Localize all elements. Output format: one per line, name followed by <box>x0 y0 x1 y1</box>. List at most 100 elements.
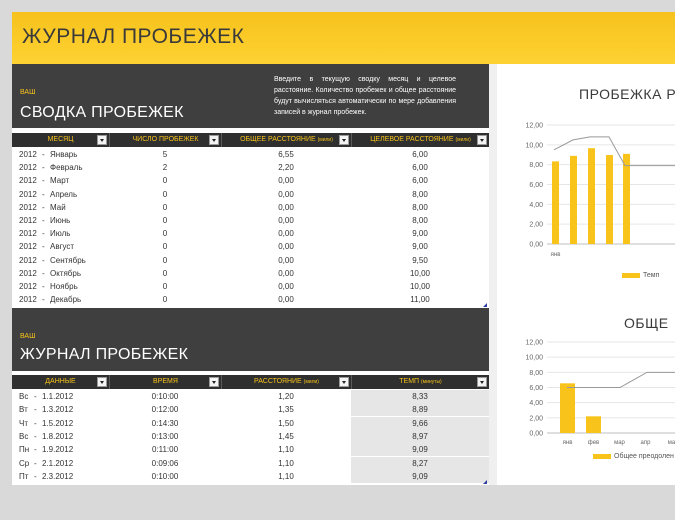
distance-cell[interactable]: 1,45 <box>278 431 294 441</box>
table-row[interactable]: 2012- Июнь 0 0,00 8,00 <box>12 214 489 227</box>
total-cell[interactable]: 0,00 <box>278 282 294 291</box>
runs-cell[interactable]: 2 <box>162 163 168 173</box>
pace-cell[interactable]: 8,27 <box>351 456 489 470</box>
date-cell[interactable]: 1.5.2012 <box>42 418 74 428</box>
runs-cell[interactable]: 5 <box>162 150 168 159</box>
distance-cell[interactable]: 1,35 <box>278 405 294 415</box>
filter-dropdown-icon[interactable] <box>209 377 219 387</box>
target-cell[interactable]: 8,00 <box>412 216 428 225</box>
pace-chart[interactable]: 12,00 10,00 8,00 6,00 4,00 2,00 0,00 янв <box>497 110 675 290</box>
year-cell[interactable]: 2012 <box>19 189 37 199</box>
log-col-date[interactable]: ДАННЫЕ <box>12 375 109 389</box>
runs-cell[interactable]: 0 <box>162 229 168 239</box>
pace-cell[interactable]: 9,09 <box>351 469 489 483</box>
total-cell[interactable]: 0,00 <box>278 176 294 186</box>
pace-cell[interactable]: 8,89 <box>351 403 489 417</box>
target-cell[interactable]: 8,00 <box>412 189 428 199</box>
month-cell[interactable]: Июль <box>50 229 71 239</box>
filter-dropdown-icon[interactable] <box>97 135 107 145</box>
distance-cell[interactable]: 1,10 <box>278 458 294 468</box>
time-cell[interactable]: 0:13:00 <box>151 431 179 441</box>
total-distance-chart[interactable]: 12,00 10,00 8,00 6,00 4,00 2,00 0,00 янв фев мар а… <box>497 334 675 464</box>
runs-cell[interactable]: 0 <box>162 216 168 225</box>
table-row[interactable]: Ср -2.1.2012 0:09:06 1,10 8,27 <box>12 456 489 470</box>
log-col-pace[interactable]: ТЕМП (минуты) <box>351 375 489 389</box>
month-cell[interactable]: Апрель <box>50 189 78 199</box>
total-cell[interactable]: 0,00 <box>278 189 294 199</box>
date-cell[interactable]: 2.3.2012 <box>42 471 74 481</box>
time-cell[interactable]: 0:10:00 <box>151 392 179 401</box>
runs-cell[interactable]: 0 <box>162 295 168 305</box>
distance-cell[interactable]: 1,10 <box>278 445 294 455</box>
runs-cell[interactable]: 0 <box>162 255 168 265</box>
distance-cell[interactable]: 1,20 <box>278 392 294 401</box>
date-cell[interactable]: 2.1.2012 <box>42 458 74 468</box>
target-cell[interactable]: 9,00 <box>412 229 428 239</box>
total-cell[interactable]: 0,00 <box>278 229 294 239</box>
runs-cell[interactable]: 0 <box>162 176 168 186</box>
target-cell[interactable]: 10,00 <box>409 268 431 278</box>
time-cell[interactable]: 0:11:00 <box>151 445 179 455</box>
year-cell[interactable]: 2012 <box>19 255 37 265</box>
total-cell[interactable]: 0,00 <box>278 202 294 212</box>
table-row[interactable]: Пн -1.9.2012 0:11:00 1,10 9,09 <box>12 443 489 457</box>
month-cell[interactable]: Сентябрь <box>50 255 86 265</box>
total-cell[interactable]: 0,00 <box>278 295 294 305</box>
year-cell[interactable]: 2012 <box>19 202 37 212</box>
date-cell[interactable]: 1.1.2012 <box>42 392 74 401</box>
year-cell[interactable]: 2012 <box>19 295 37 305</box>
bar[interactable] <box>586 416 601 433</box>
year-cell[interactable]: 2012 <box>19 163 37 173</box>
total-cell[interactable]: 0,00 <box>278 242 294 252</box>
summary-col-runs[interactable]: ЧИСЛО ПРОБЕЖЕК <box>109 133 221 147</box>
pace-cell[interactable]: 8,33 <box>351 390 489 403</box>
target-cell[interactable]: 6,00 <box>412 150 428 159</box>
month-cell[interactable]: Февраль <box>50 163 83 173</box>
time-cell[interactable]: 0:14:30 <box>151 418 179 428</box>
date-cell[interactable]: 1.9.2012 <box>42 445 74 455</box>
table-row[interactable]: 2012- Август 0 0,00 9,00 <box>12 240 489 253</box>
runs-cell[interactable]: 0 <box>162 268 168 278</box>
year-cell[interactable]: 2012 <box>19 282 37 291</box>
time-cell[interactable]: 0:12:00 <box>151 405 179 415</box>
weekday-cell[interactable]: Пн <box>19 445 30 455</box>
date-cell[interactable]: 1.8.2012 <box>42 431 74 441</box>
pace-cell[interactable]: 8,97 <box>351 429 489 443</box>
table-resize-handle[interactable] <box>483 303 487 307</box>
year-cell[interactable]: 2012 <box>19 176 37 186</box>
total-cell[interactable]: 6,55 <box>278 150 294 159</box>
pace-cell[interactable]: 9,66 <box>351 416 489 430</box>
month-cell[interactable]: Август <box>50 242 75 252</box>
target-cell[interactable]: 9,00 <box>412 242 428 252</box>
year-cell[interactable]: 2012 <box>19 229 37 239</box>
time-cell[interactable]: 0:10:00 <box>151 471 179 481</box>
weekday-cell[interactable]: Вт <box>19 405 28 415</box>
table-row[interactable]: 2012- Май 0 0,00 8,00 <box>12 201 489 214</box>
table-row[interactable]: 2012- Февраль 2 2,20 6,00 <box>12 161 489 174</box>
table-row[interactable]: 2012- Декабрь 0 0,00 11,00 <box>12 293 489 306</box>
bar[interactable] <box>588 148 595 244</box>
table-row[interactable]: 2012- Апрель 0 0,00 8,00 <box>12 188 489 201</box>
month-cell[interactable]: Июнь <box>50 216 71 225</box>
table-row[interactable]: Пт -2.3.2012 0:10:00 1,10 9,09 <box>12 469 489 483</box>
bar[interactable] <box>570 155 577 244</box>
date-cell[interactable]: 1.3.2012 <box>42 405 74 415</box>
target-cell[interactable]: 6,00 <box>412 176 428 186</box>
weekday-cell[interactable]: Ср <box>19 458 30 468</box>
weekday-cell[interactable]: Пт <box>19 471 29 481</box>
filter-dropdown-icon[interactable] <box>477 135 487 145</box>
filter-dropdown-icon[interactable] <box>339 135 349 145</box>
year-cell[interactable]: 2012 <box>19 150 37 159</box>
summary-col-month[interactable]: МЕСЯЦ <box>12 133 109 147</box>
log-col-time[interactable]: ВРЕМЯ <box>109 375 221 389</box>
target-cell[interactable]: 10,00 <box>409 282 431 291</box>
table-row[interactable]: 2012- Ноябрь 0 0,00 10,00 <box>12 280 489 293</box>
filter-dropdown-icon[interactable] <box>477 377 487 387</box>
weekday-cell[interactable]: Вс <box>19 392 29 401</box>
bar[interactable] <box>560 383 575 433</box>
month-cell[interactable]: Январь <box>50 150 78 159</box>
table-row[interactable]: 2012- Март 0 0,00 6,00 <box>12 174 489 187</box>
weekday-cell[interactable]: Вс <box>19 431 29 441</box>
bar[interactable] <box>606 155 613 244</box>
table-row[interactable]: 2012- Январь 5 6,55 6,00 <box>12 148 489 161</box>
